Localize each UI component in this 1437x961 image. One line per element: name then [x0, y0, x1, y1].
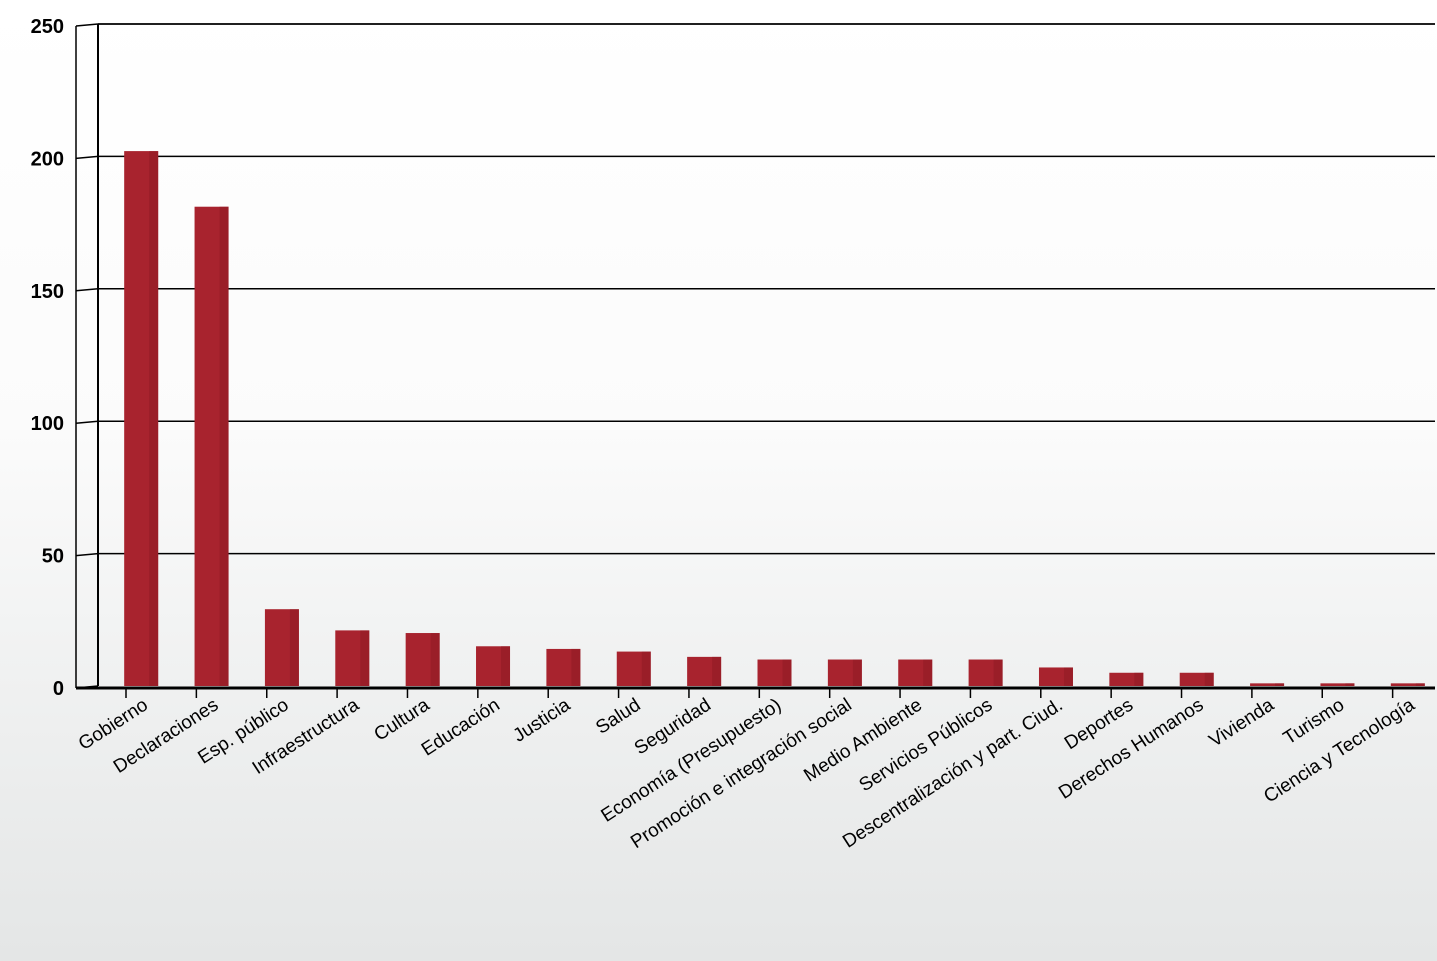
bar-side-0 [149, 151, 159, 686]
y-tick-mark [75, 420, 99, 424]
bar-side-8 [712, 656, 722, 686]
bar-side-5 [501, 646, 511, 686]
bar-side-18 [1415, 683, 1425, 686]
bar-side-7 [641, 651, 651, 686]
y-tick-label: 150 [31, 281, 64, 303]
bar-side-11 [923, 659, 933, 686]
bar-side-4 [430, 633, 440, 686]
y-tick-mark [75, 23, 99, 27]
y-tick-mark [75, 288, 99, 292]
bar-16 [1250, 683, 1285, 686]
x-tick-label: Educación [418, 695, 504, 761]
bar-side-9 [782, 659, 792, 686]
x-tick-label: Salud [592, 695, 644, 739]
bar-side-2 [289, 609, 299, 686]
y-axis-ticks: 0 50 100 150 200 250 [31, 16, 99, 700]
bars [124, 151, 1425, 686]
x-tick-label: Justicia [510, 694, 575, 746]
bar-side-17 [1345, 683, 1355, 686]
y-tick-label: 100 [31, 413, 64, 435]
gridlines [98, 23, 1435, 555]
bar-side-13 [1063, 667, 1073, 686]
y-tick-label: 250 [31, 16, 64, 38]
y-tick-label: 50 [42, 546, 64, 568]
bar-17 [1320, 683, 1355, 686]
y-tick-mark [75, 552, 99, 557]
bar-side-15 [1204, 672, 1214, 686]
bar-side-1 [219, 206, 229, 686]
bar-side-12 [993, 659, 1003, 686]
axes [75, 23, 1435, 690]
y-tick-label: 200 [31, 148, 64, 170]
bar-side-16 [1275, 683, 1285, 686]
bar-18 [1390, 683, 1425, 686]
bar-side-10 [852, 659, 862, 686]
bar-side-6 [571, 648, 581, 686]
x-tick-label: Vivienda [1206, 694, 1279, 751]
y-tick-label: 0 [53, 678, 64, 700]
bar-side-3 [360, 630, 370, 686]
y-tick-mark [75, 155, 99, 160]
bar-side-14 [1134, 672, 1144, 686]
